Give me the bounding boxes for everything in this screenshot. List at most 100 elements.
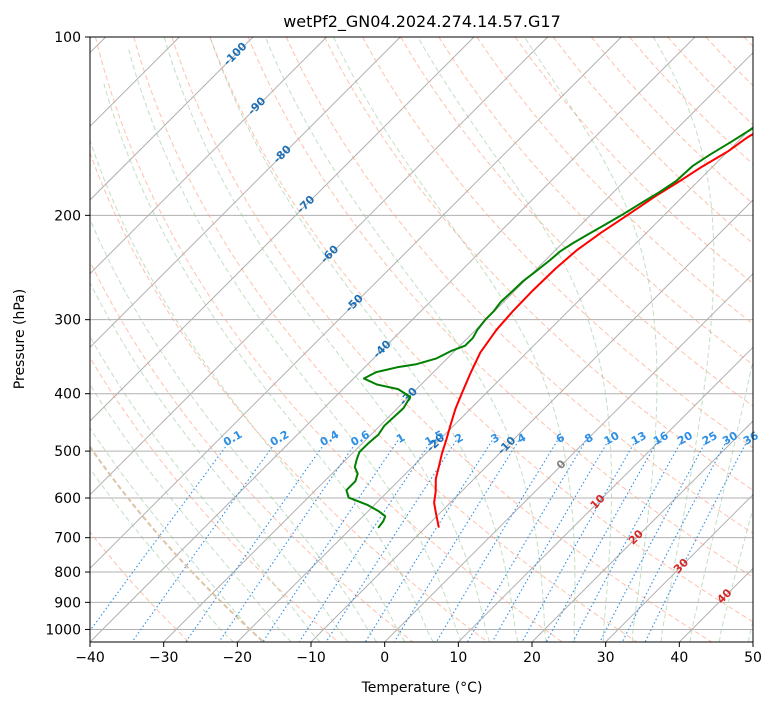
dry-adiabat — [514, 37, 753, 285]
moist-adiabat — [90, 383, 292, 642]
dry-adiabat — [247, 37, 753, 578]
mixing-ratio-line — [131, 440, 278, 642]
isotherm-label: -60 — [318, 242, 341, 265]
moist-adiabat — [652, 37, 715, 642]
dry-adiabat — [743, 37, 753, 47]
temperature-profile-line — [433, 132, 753, 528]
dry-adiabat — [90, 531, 190, 642]
dry-adiabat — [590, 37, 753, 205]
dry-adiabat — [667, 37, 753, 126]
x-tick-label: −10 — [296, 650, 326, 666]
axis-ticks: −40 −30 −20 −10 0 10 20 30 40 5010020030040050060… — [45, 30, 762, 666]
x-tick-label: 40 — [670, 650, 688, 666]
dry-adiabat — [400, 37, 753, 407]
mixing-ratio-label: 13 — [629, 429, 649, 448]
isotherm-line — [457, 346, 753, 642]
dewpoint-profile-line — [345, 126, 753, 529]
dry-adiabat — [90, 260, 414, 642]
dry-adiabat — [285, 37, 753, 534]
isotherm-line — [90, 37, 328, 275]
mixing-ratio-line — [218, 440, 358, 642]
dry-adiabat — [171, 37, 712, 642]
isotherm-label: 20 — [626, 527, 646, 547]
y-tick-label: 800 — [54, 565, 81, 581]
mixing-ratio-label: 0.6 — [348, 428, 372, 449]
x-tick-label: 30 — [597, 650, 615, 666]
mixing-ratio-label: 36 — [741, 429, 761, 448]
x-tick-label: −40 — [75, 650, 105, 666]
moist-adiabat — [90, 335, 321, 642]
dry-adiabat — [90, 151, 488, 642]
mixing-ratio-line — [90, 440, 231, 632]
moist-adiabat — [417, 37, 612, 642]
mixing-ratio-line — [545, 440, 659, 642]
mixing-ratio-label: 1 — [394, 431, 407, 446]
profile-series — [345, 126, 753, 529]
y-tick-label: 700 — [54, 531, 81, 547]
mixing-ratio-line — [185, 440, 328, 642]
mixing-ratio-label: 6 — [554, 431, 567, 446]
moist-adiabat — [90, 427, 263, 642]
isotherm-line — [90, 37, 696, 642]
mixing-ratio-line — [262, 440, 399, 642]
mixing-ratio-line — [298, 440, 432, 642]
isotherm-line — [90, 37, 254, 201]
moist-adiabat — [103, 83, 434, 642]
isotherm-line — [90, 37, 549, 496]
y-tick-label: 600 — [54, 491, 81, 507]
isotherm-line — [752, 641, 753, 642]
y-tick-label: 1000 — [45, 622, 81, 638]
isotherm-line — [384, 272, 753, 642]
moist-adiabat — [90, 281, 349, 642]
moist-adiabat — [128, 49, 462, 642]
mixing-ratio-label: 0.1 — [221, 428, 244, 449]
dry-adiabat — [552, 37, 753, 245]
isotherm-label: -40 — [370, 337, 393, 360]
isotherm-label: -80 — [271, 142, 294, 165]
dry-adiabat — [705, 37, 753, 87]
moist-adiabat — [523, 37, 658, 642]
dry-adiabat — [90, 356, 339, 642]
isotherm-line — [236, 125, 753, 642]
moist-adiabat — [90, 218, 378, 642]
mixing-ratio-label: 20 — [675, 429, 695, 448]
moist-adiabat — [163, 37, 490, 642]
dry-adiabat — [438, 37, 753, 366]
mixing-ratio-label: 10 — [602, 429, 622, 448]
x-tick-label: 10 — [449, 650, 467, 666]
x-tick-label: 50 — [744, 650, 762, 666]
x-tick-label: −30 — [149, 650, 179, 666]
moist-adiabat — [689, 357, 753, 642]
moist-adiabat — [90, 138, 406, 642]
mixing-ratio-line — [621, 440, 728, 642]
y-tick-label: 500 — [54, 444, 81, 460]
dry-adiabat — [90, 445, 264, 642]
y-tick-label: 900 — [54, 595, 81, 611]
mixing-ratio-line — [644, 440, 748, 642]
mixing-ratio-line — [491, 440, 609, 642]
mixing-ratio-line — [393, 440, 520, 642]
theta-e-curve — [90, 445, 265, 642]
mixing-ratio-line — [521, 440, 637, 642]
mixing-ratio-label: 25 — [700, 429, 720, 448]
moist-adiabat — [209, 37, 519, 642]
y-tick-label: 400 — [54, 387, 81, 403]
mixing-ratio-label: 2 — [453, 431, 466, 446]
isotherm-line — [90, 37, 401, 349]
dry-adiabat — [95, 37, 563, 642]
mixing-ratio-label: 0.4 — [318, 428, 342, 449]
isotherm-line — [90, 37, 622, 570]
dry-adiabat — [133, 37, 638, 642]
plot-frame — [89, 36, 754, 643]
dry-adiabat — [476, 37, 753, 325]
x-axis-label: Temperature (°C) — [361, 680, 483, 696]
isotherm-line — [605, 493, 753, 642]
moist-adiabat — [332, 37, 576, 642]
mixing-ratio-line — [435, 440, 558, 642]
x-tick-label: 0 — [380, 650, 389, 666]
isotherm-line — [310, 199, 753, 642]
x-tick-label: 20 — [523, 650, 541, 666]
chart-title: wetPf2_GN04.2024.274.14.57.G17 — [283, 12, 561, 32]
dry-adiabat — [209, 37, 753, 623]
